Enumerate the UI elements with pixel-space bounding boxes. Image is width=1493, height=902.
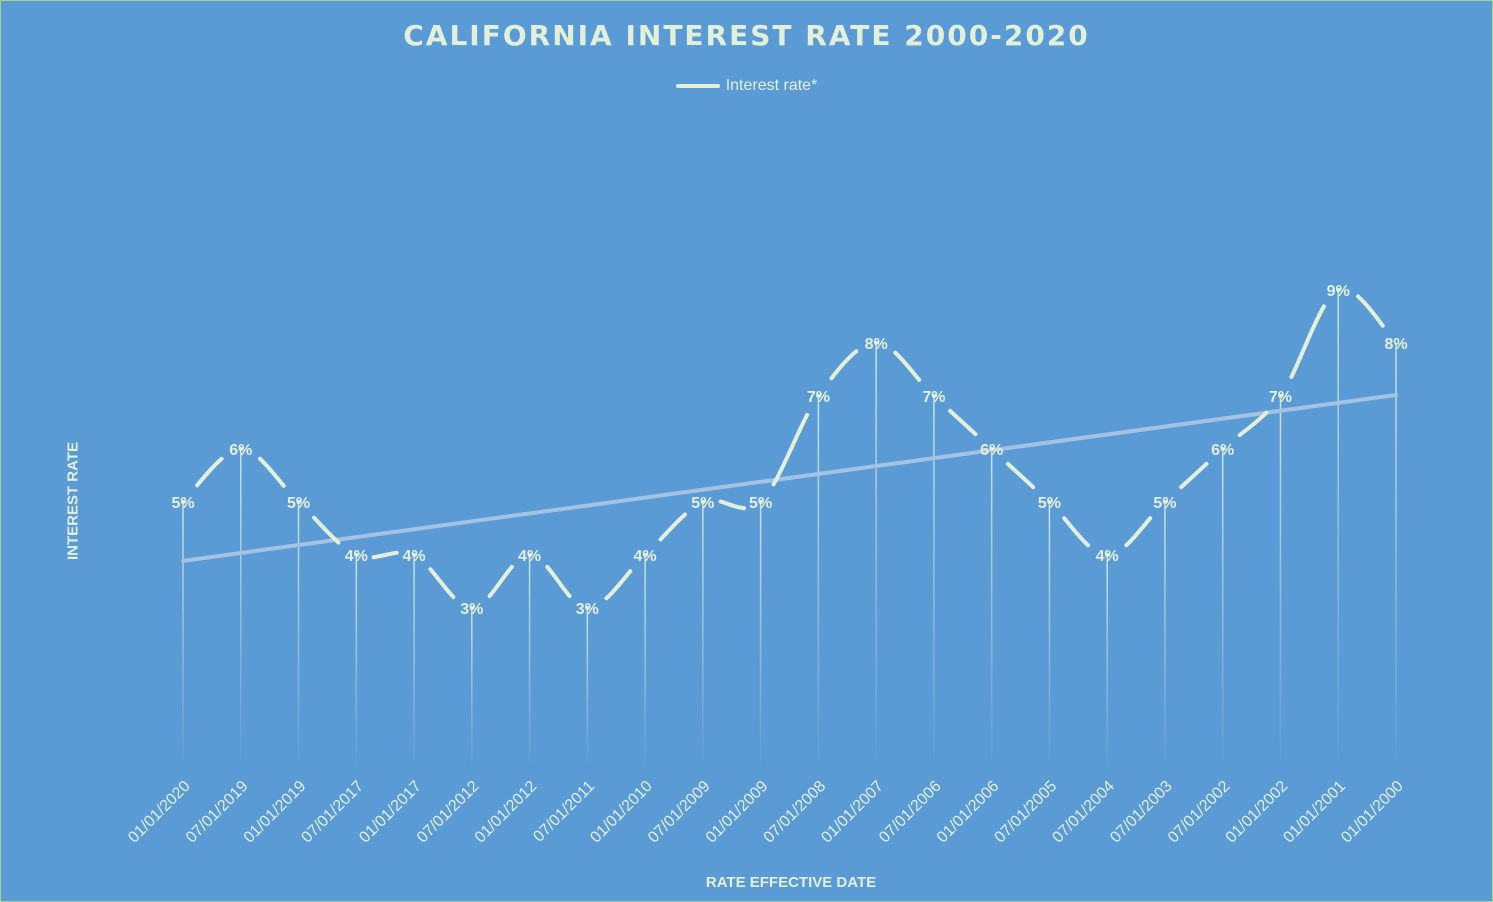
data-label: 7% — [807, 389, 830, 406]
x-tick-label: 01/01/2000 — [1338, 778, 1407, 847]
series-line-segment — [181, 447, 243, 504]
drop-line — [1221, 449, 1224, 767]
series-line-segment — [643, 500, 705, 557]
data-label: 5% — [287, 495, 310, 512]
series-line-segment — [354, 550, 417, 560]
drop-line — [644, 555, 646, 767]
data-label: 6% — [229, 442, 252, 459]
drop-line — [586, 608, 589, 767]
drop-line — [875, 343, 877, 767]
data-label: 7% — [1269, 389, 1292, 406]
data-label: 4% — [402, 548, 425, 565]
data-label: 5% — [749, 495, 772, 512]
drop-line — [1279, 396, 1282, 767]
data-label: 4% — [1096, 548, 1119, 565]
series-line-segment — [1162, 447, 1225, 504]
data-label: 7% — [922, 389, 945, 406]
series-line-segment — [469, 553, 532, 610]
data-label: 8% — [1384, 336, 1407, 353]
x-tick-label: 01/01/2012 — [472, 778, 541, 847]
trendline — [181, 392, 1398, 563]
legend-line-swatch — [675, 84, 720, 88]
x-axis-title: RATE EFFECTIVE DATE — [705, 874, 877, 891]
data-label: 5% — [691, 495, 714, 512]
drop-line — [1164, 502, 1166, 767]
legend-entry-label: Interest rate* — [725, 77, 818, 94]
series-line-segment — [585, 553, 648, 610]
series-line-segment — [931, 394, 994, 451]
drop-line — [759, 502, 762, 767]
series-line-segment — [874, 341, 936, 398]
data-label: 3% — [460, 601, 483, 618]
drop-line — [990, 449, 993, 767]
drop-line — [1337, 290, 1339, 767]
series-line-segment — [700, 498, 763, 511]
series-line-segment — [1105, 500, 1167, 557]
drop-line — [702, 502, 704, 767]
data-label: 4% — [634, 548, 657, 565]
series-line-segment — [1047, 500, 1110, 557]
drop-line — [413, 555, 415, 767]
data-label: 8% — [865, 336, 888, 353]
drop-line — [1395, 343, 1397, 767]
drop-line — [817, 396, 820, 767]
drop-line — [933, 396, 935, 767]
series-line-segment — [238, 447, 301, 504]
series-line-segment — [1278, 288, 1341, 398]
series-line-segment — [412, 553, 474, 610]
drop-line — [471, 608, 473, 767]
series-line-segment — [527, 553, 590, 610]
data-label: 6% — [980, 442, 1003, 459]
data-label: 4% — [345, 548, 368, 565]
data-label: 9% — [1327, 283, 1350, 300]
data-label: 4% — [518, 548, 541, 565]
drop-line — [1048, 502, 1051, 767]
legend: Interest rate* — [1, 77, 1492, 95]
series-line-segment — [989, 447, 1052, 504]
drop-line — [355, 555, 358, 767]
drop-line — [297, 502, 300, 767]
series-line-segment — [296, 500, 359, 557]
drop-line — [240, 449, 242, 767]
series-line-segment — [1336, 287, 1398, 345]
data-label: 6% — [1211, 442, 1234, 459]
data-label: 3% — [576, 601, 599, 618]
drop-line — [1106, 555, 1108, 767]
chart-title: CALIFORNIA INTEREST RATE 2000-2020 — [403, 19, 1090, 52]
data-label: 5% — [171, 495, 194, 512]
data-label: 5% — [1153, 495, 1176, 512]
drop-line — [182, 502, 184, 767]
series-line-segment — [758, 394, 821, 504]
series-line-segment — [1220, 394, 1283, 451]
drop-line — [528, 555, 531, 767]
series-line-segment — [816, 341, 879, 398]
data-label: 5% — [1038, 495, 1061, 512]
